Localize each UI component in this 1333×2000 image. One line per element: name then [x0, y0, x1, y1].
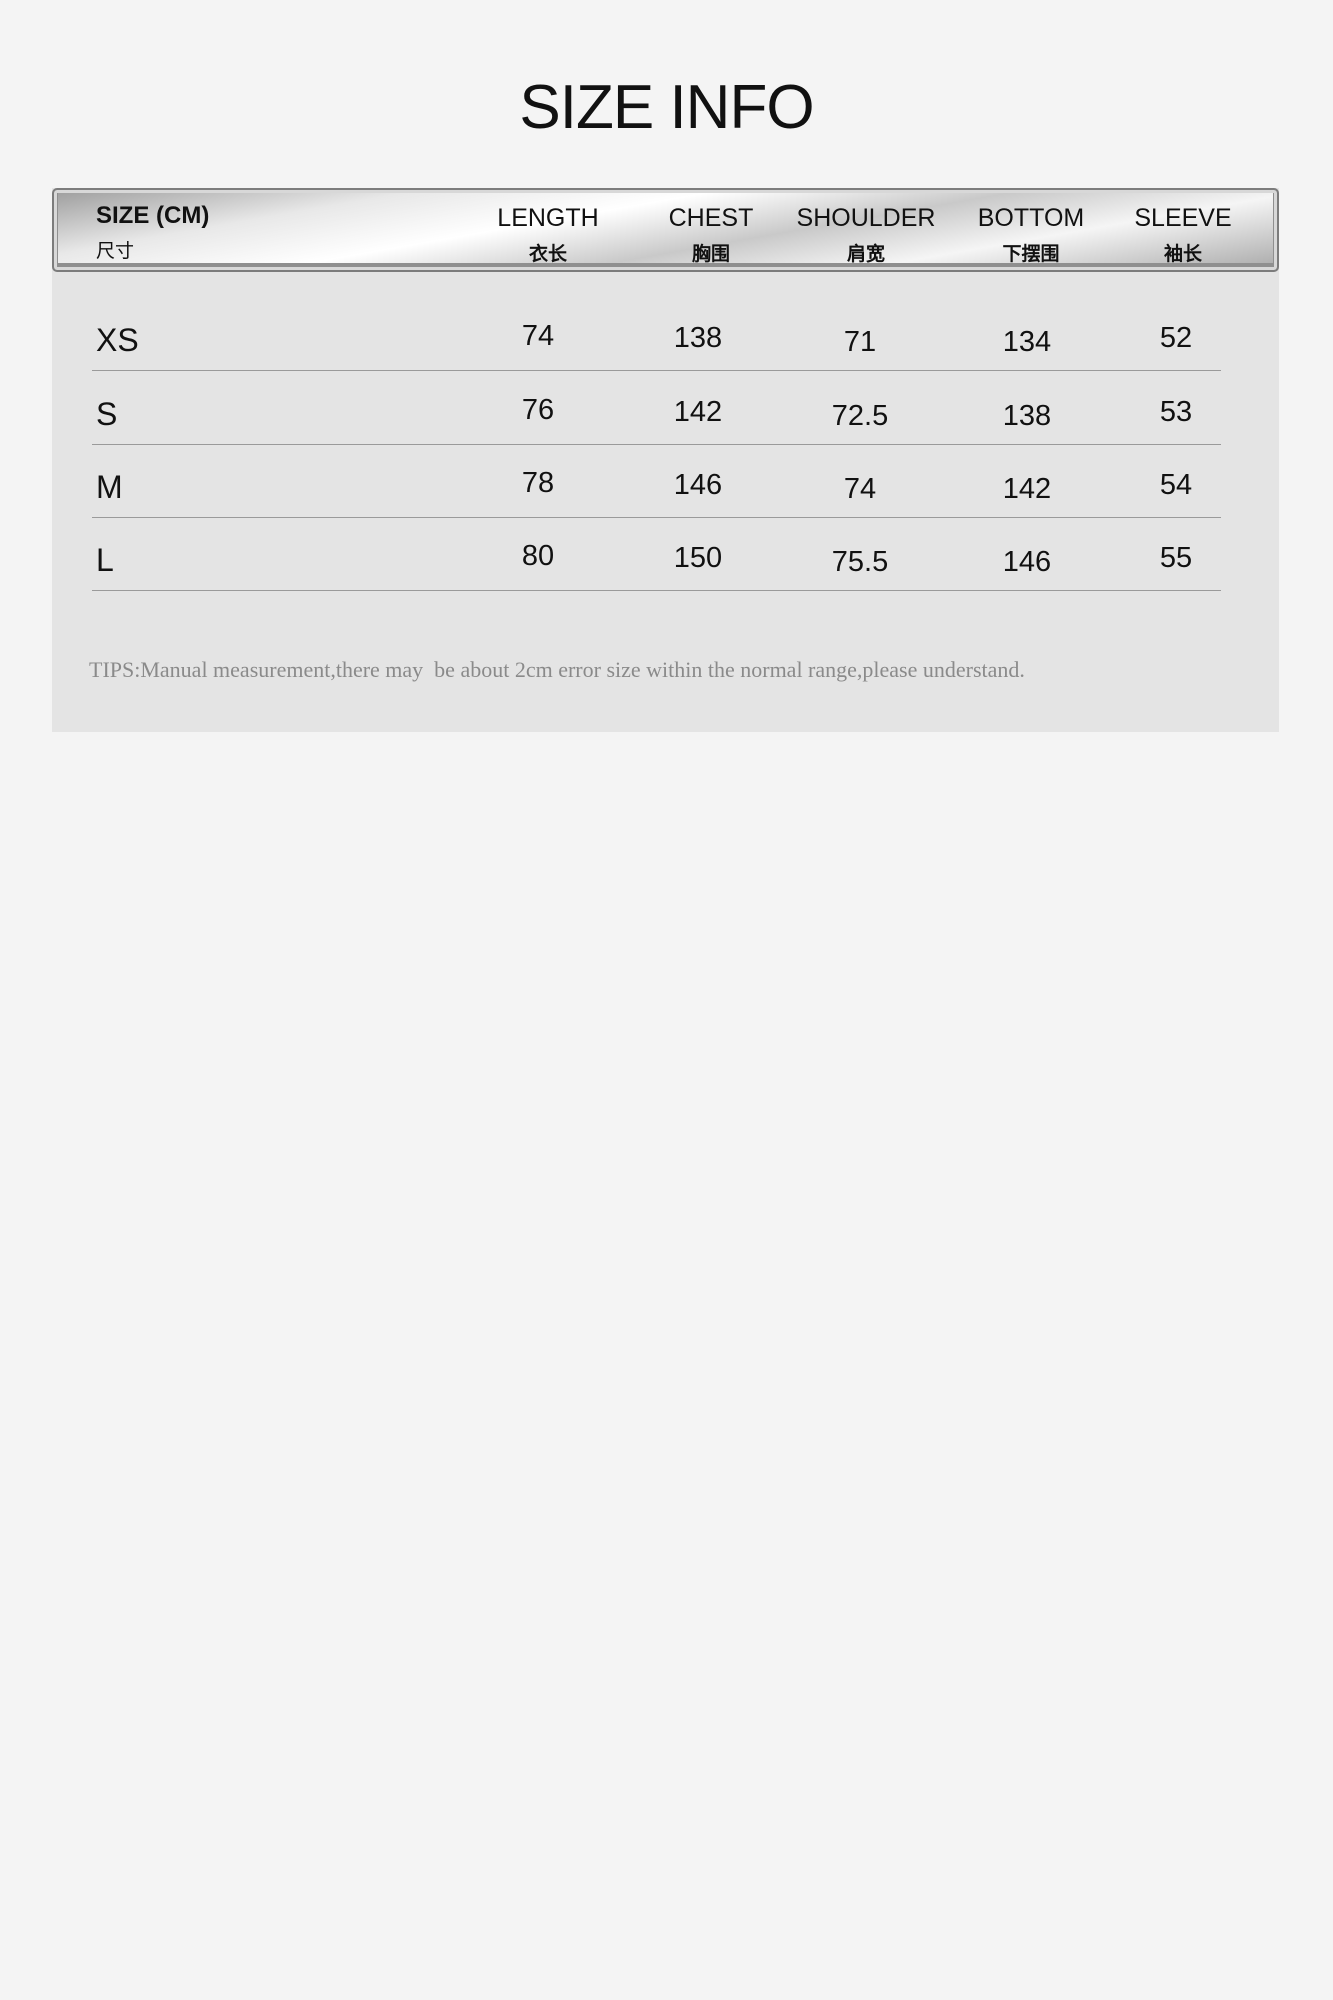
bottom-value: 134: [1002, 326, 1052, 358]
sleeve-value: 52: [1159, 322, 1193, 354]
shoulder-value: 74: [843, 473, 877, 505]
shoulder-value: 71: [843, 326, 877, 358]
size-table-panel: [52, 188, 1279, 732]
chest-value: 142: [673, 396, 723, 428]
size-label: L: [96, 542, 114, 578]
header-length-en: LENGTH: [497, 204, 599, 232]
size-label: S: [96, 396, 118, 432]
shoulder-value: 72.5: [831, 400, 889, 432]
sleeve-value: 54: [1159, 469, 1193, 501]
bottom-value: 138: [1002, 400, 1052, 432]
header-bottom: BOTTOM 下摆围: [941, 204, 1121, 266]
shoulder-value: 75.5: [831, 546, 889, 578]
header-bottom-en: BOTTOM: [977, 204, 1085, 232]
tips-note: TIPS:Manual measurement,there may be abo…: [89, 657, 1025, 682]
header-size: SIZE (CM) 尺寸: [96, 202, 276, 263]
header-size-en: SIZE (CM): [96, 202, 210, 229]
header-shoulder-en: SHOULDER: [796, 204, 936, 232]
table-row: S 76 142 72.5 138 53: [92, 372, 1221, 445]
table-row: XS 74 138 71 134 52: [92, 298, 1221, 371]
size-label: M: [96, 469, 123, 505]
header-chest-zh: 胸围: [691, 244, 730, 265]
sleeve-value: 55: [1159, 542, 1193, 574]
length-value: 78: [521, 467, 555, 499]
page-title: SIZE INFO: [519, 73, 814, 142]
header-shoulder: SHOULDER 肩宽: [776, 204, 956, 266]
header-size-zh: 尺寸: [96, 241, 135, 262]
bottom-value: 142: [1002, 473, 1052, 505]
table-header: SIZE (CM) 尺寸 LENGTH 衣长 CHEST 胸围 SHOULDER…: [52, 188, 1279, 272]
size-label: XS: [96, 322, 139, 358]
table-row: L 80 150 75.5 146 55: [92, 518, 1221, 591]
header-chest: CHEST 胸围: [621, 204, 801, 266]
header-sleeve-zh: 袖长: [1163, 244, 1202, 265]
header-sleeve-en: SLEEVE: [1134, 204, 1232, 232]
length-value: 74: [521, 320, 555, 352]
sleeve-value: 53: [1159, 396, 1193, 428]
length-value: 76: [521, 394, 555, 426]
bottom-value: 146: [1002, 546, 1052, 578]
header-shoulder-zh: 肩宽: [846, 244, 885, 265]
table-row: M 78 146 74 142 54: [92, 445, 1221, 518]
header-length: LENGTH 衣长: [458, 204, 638, 266]
length-value: 80: [521, 540, 555, 572]
chest-value: 150: [673, 542, 723, 574]
chest-value: 146: [673, 469, 723, 501]
header-chest-en: CHEST: [668, 204, 754, 232]
header-sleeve: SLEEVE 袖长: [1093, 204, 1273, 266]
chest-value: 138: [673, 322, 723, 354]
header-length-zh: 衣长: [528, 244, 567, 265]
header-bottom-zh: 下摆围: [1002, 244, 1060, 265]
